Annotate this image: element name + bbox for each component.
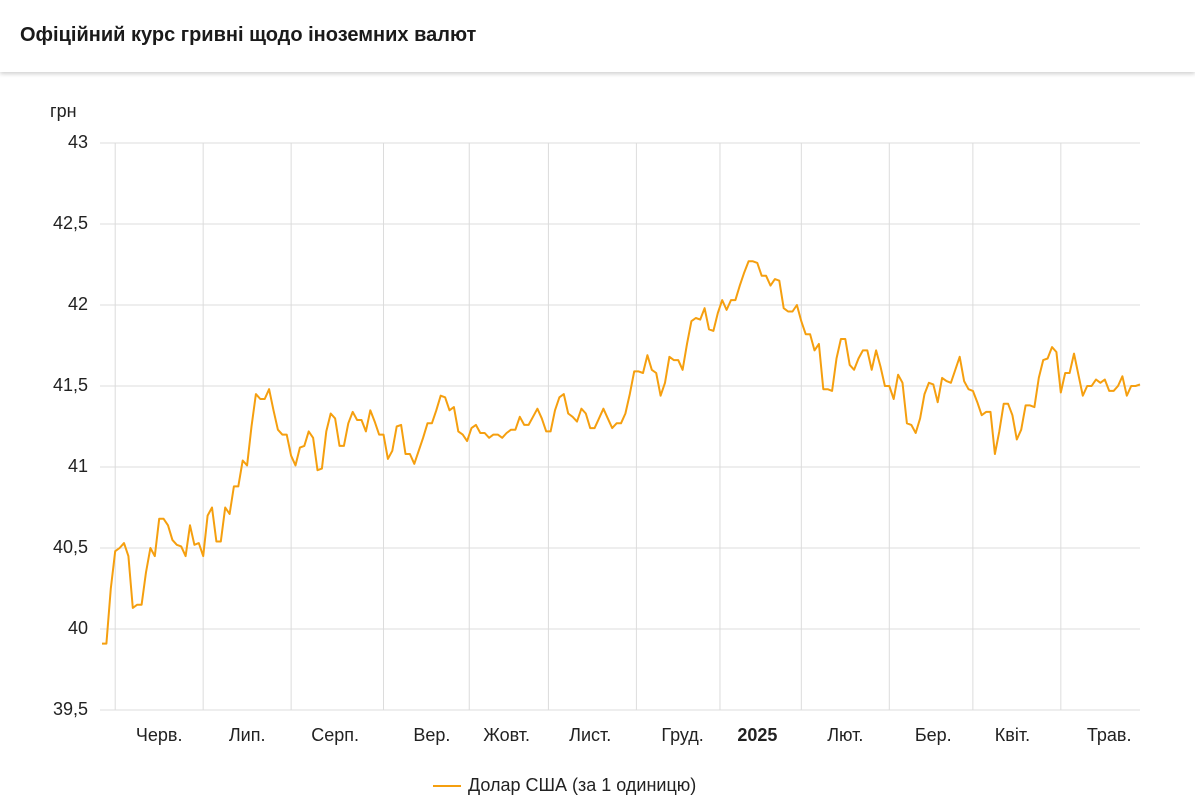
- y-tick-label: 40,5: [53, 537, 88, 557]
- y-tick-label: 43: [68, 132, 88, 152]
- data-line: [102, 260, 1141, 645]
- y-axis-label: грн: [50, 101, 77, 121]
- y-tick-label: 41,5: [53, 375, 88, 395]
- y-tick-label: 42,5: [53, 213, 88, 233]
- x-tick-label: Черв.: [136, 725, 183, 745]
- x-tick-label: 2025: [737, 725, 777, 745]
- x-tick-label: Лип.: [229, 725, 266, 745]
- chart-title: Офіційний курс гривні щодо іноземних вал…: [20, 24, 477, 46]
- x-tick-label: Трав.: [1087, 725, 1132, 745]
- x-tick-label: Груд.: [661, 725, 703, 745]
- x-tick-label: Вер.: [413, 725, 450, 745]
- x-tick-label: Серп.: [311, 725, 359, 745]
- x-tick-label: Лют.: [827, 725, 863, 745]
- x-tick-label: Бер.: [915, 725, 952, 745]
- y-tick-label: 40: [68, 618, 88, 638]
- x-tick-label: Лист.: [569, 725, 611, 745]
- header: Офіційний курс гривні щодо іноземних вал…: [0, 0, 1195, 72]
- y-tick-label: 39,5: [53, 699, 88, 719]
- x-tick-label: Жовт.: [483, 725, 530, 745]
- y-tick-label: 41: [68, 456, 88, 476]
- x-tick-label: Квіт.: [995, 725, 1030, 745]
- legend-label: Долар США (за 1 одиницю): [468, 775, 696, 795]
- y-tick-label: 42: [68, 294, 88, 314]
